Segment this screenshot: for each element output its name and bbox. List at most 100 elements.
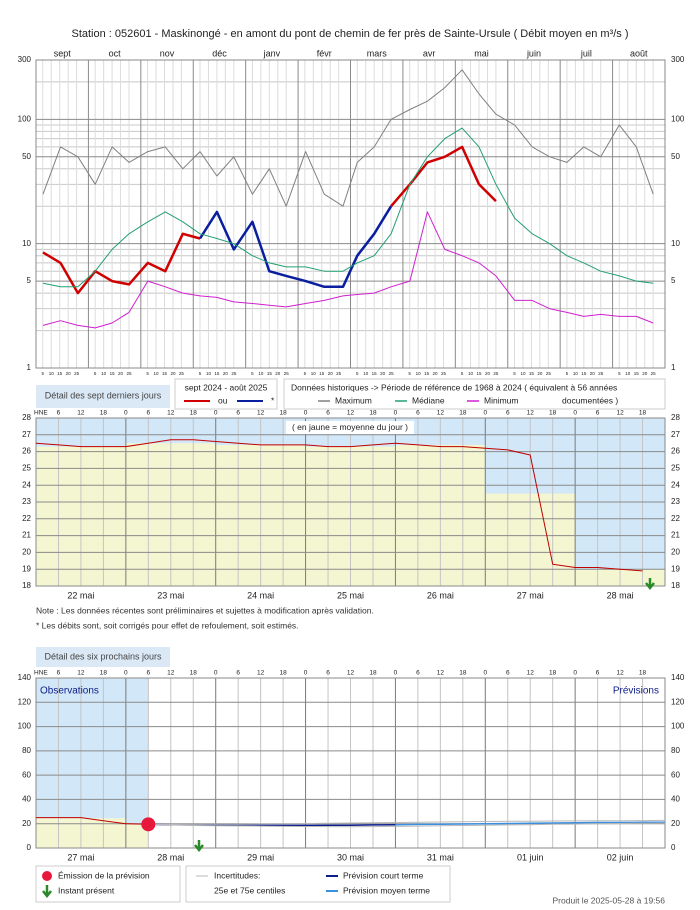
x-tick-label: 02 juin: [607, 852, 634, 862]
y-tick-label-right: 25: [671, 464, 680, 473]
legend-title: documentées ): [562, 395, 618, 405]
month-label: mai: [474, 48, 489, 58]
day-tick-label: 10: [258, 371, 264, 376]
y-tick-label-right: 5: [671, 276, 676, 285]
day-tick-label: 10: [311, 371, 317, 376]
day-tick-label: 15: [529, 371, 535, 376]
day-tick-label: 10: [363, 371, 369, 376]
hour-tick-label: 12: [527, 670, 535, 677]
legend-box: [174, 378, 278, 410]
hour-tick-label: 18: [369, 410, 377, 417]
day-tick-label: 25: [284, 371, 290, 376]
x-tick-label: 23 mai: [157, 590, 184, 600]
y-tick-label-right: 19: [671, 564, 680, 573]
y-tick-label: 5: [27, 276, 32, 285]
y-tick-label: 100: [18, 114, 32, 123]
hour-tick-label: 6: [506, 670, 510, 677]
hour-tick-label: 6: [147, 670, 151, 677]
hour-tick-label: 0: [394, 410, 398, 417]
hour-tick-label: 18: [100, 410, 108, 417]
month-label: oct: [109, 48, 122, 58]
y-tick-label-right: 50: [671, 152, 680, 161]
y-tick-label: 300: [18, 55, 32, 64]
x-tick-label: 29 mai: [247, 852, 274, 862]
present-marker: [194, 840, 204, 853]
legend-label: Maximum: [335, 395, 372, 405]
month-label: févr: [317, 48, 332, 58]
y-tick-label-right: 24: [671, 480, 680, 489]
hour-tick-label: 12: [616, 670, 624, 677]
y-tick-label: 19: [22, 564, 31, 573]
day-tick-label: 25: [493, 371, 499, 376]
day-tick-label: 20: [380, 371, 386, 376]
x-tick-label: 28 mai: [607, 590, 634, 600]
day-tick-label: 25: [441, 371, 447, 376]
day-tick-label: 25: [179, 371, 185, 376]
y-tick-label-right: 60: [671, 770, 680, 779]
y-tick-label-right: 0: [671, 843, 676, 852]
day-tick-label: 20: [642, 371, 648, 376]
legend-label: Médiane: [412, 395, 445, 405]
y-tick-label-right: 40: [671, 795, 680, 804]
legend-present: [42, 885, 52, 899]
label-box: [286, 421, 414, 434]
hour-tick-label: 12: [347, 410, 355, 417]
y-tick-label-right: 22: [671, 514, 680, 523]
x-tick-label: 25 mai: [337, 590, 364, 600]
emission-marker: [141, 817, 156, 832]
hour-tick-label: 0: [124, 670, 128, 677]
hour-tick-label: 0: [573, 410, 577, 417]
day-tick-label: 5: [356, 371, 359, 376]
y-tick-label-right: 20: [671, 819, 680, 828]
hour-tick-label: 12: [616, 410, 624, 417]
day-tick-label: 5: [42, 371, 45, 376]
footer: Produit le 2025-05-28 à 19:56: [553, 895, 666, 905]
series-line: [148, 819, 666, 825]
x-tick-label: 24 mai: [247, 590, 274, 600]
legend-title: Données historiques -> Période de référe…: [291, 382, 617, 392]
y-tick-label: 20: [22, 819, 31, 828]
day-tick-label: 5: [199, 371, 202, 376]
day-tick-label: 15: [110, 371, 116, 376]
legend-box: [35, 865, 181, 903]
hour-tick-label: 18: [459, 410, 467, 417]
hour-tick-label: 18: [190, 410, 198, 417]
series-line: [42, 127, 654, 288]
y-tick-label: 18: [22, 581, 31, 590]
series-line: [395, 821, 665, 826]
month-label: juin: [526, 48, 541, 58]
day-tick-label: 5: [408, 371, 411, 376]
legend-box: [185, 865, 451, 903]
hour-tick-label: 12: [257, 410, 265, 417]
hour-tick-label: 12: [257, 670, 265, 677]
day-tick-label: 20: [223, 371, 229, 376]
legend-label: Minimum: [484, 395, 518, 405]
hour-tick-label: 18: [549, 410, 557, 417]
series-line: [198, 205, 393, 289]
day-tick-label: 15: [634, 371, 640, 376]
hour-tick-label: 0: [483, 670, 487, 677]
day-tick-label: 10: [416, 371, 422, 376]
chart-note: ( en jaune = moyenne du jour ): [292, 422, 408, 432]
hour-tick-label: 6: [416, 670, 420, 677]
legend-label: Incertitudes:: [214, 870, 260, 880]
y-tick-label-right: 80: [671, 746, 680, 755]
day-tick-label: 15: [581, 371, 587, 376]
hour-tick-label: 6: [147, 410, 151, 417]
hour-tick-label: 18: [190, 670, 198, 677]
hour-tick-label: 6: [506, 410, 510, 417]
day-tick-label: 10: [154, 371, 160, 376]
x-tick-label: 01 juin: [517, 852, 544, 862]
hour-tick-label: 18: [100, 670, 108, 677]
y-tick-label-right: 100: [671, 722, 685, 731]
y-tick-label: 1: [27, 363, 32, 372]
section-label: Détail des sept derniers jours: [45, 390, 162, 400]
y-tick-label: 80: [22, 746, 31, 755]
hour-tick-label: 18: [639, 410, 647, 417]
hour-tick-label: 12: [347, 670, 355, 677]
hour-tick-label: 6: [57, 670, 61, 677]
series-line: [36, 817, 149, 825]
hour-tick-label: 18: [279, 410, 287, 417]
hour-tick-label: 12: [437, 410, 445, 417]
hour-tick-label: 6: [326, 410, 330, 417]
